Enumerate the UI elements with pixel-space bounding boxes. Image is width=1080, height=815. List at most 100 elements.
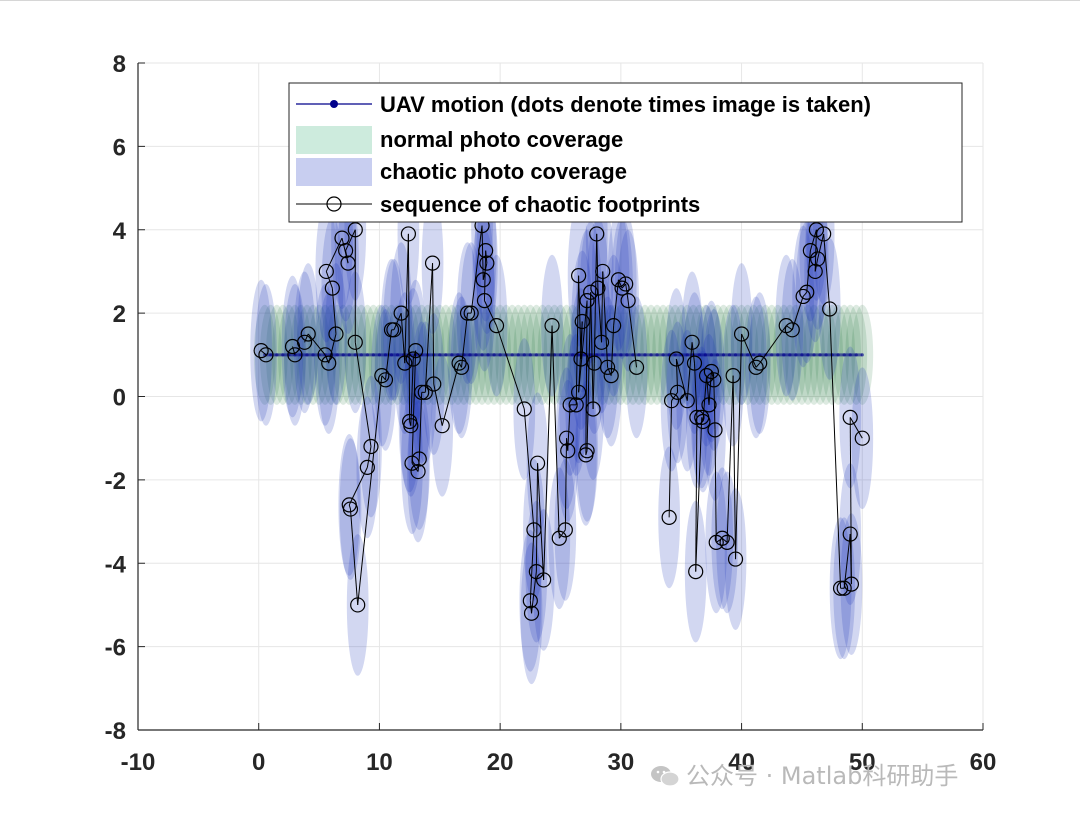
- footprint-marker: [590, 280, 606, 296]
- footprint-path-segment: [411, 462, 419, 472]
- footprint-marker: [374, 368, 390, 384]
- uav-image-dot: [558, 353, 563, 357]
- uav-image-dot: [564, 353, 569, 357]
- footprint-path-segment: [535, 463, 539, 572]
- footprint-marker: [842, 409, 858, 425]
- footprint-marker: [585, 401, 601, 417]
- uav-image-dot: [335, 353, 339, 357]
- footprint-path-segment: [366, 446, 372, 468]
- x-tick-label: 60: [970, 749, 997, 776]
- footprint-path-segment: [537, 463, 545, 580]
- footprint-marker: [727, 551, 744, 567]
- y-tick-labels: 8 6 4 2 0 -2 -4 -6 -8: [105, 51, 127, 745]
- uav-image-dot: [848, 353, 852, 357]
- footprint-path-segment: [843, 534, 851, 589]
- uav-image-dot: [311, 353, 315, 357]
- footprint-path-segment: [384, 329, 392, 380]
- footprint-marker: [719, 534, 735, 551]
- footprint-path-segment: [755, 362, 761, 368]
- uav-image-dot: [341, 353, 345, 357]
- x-tick-label: 20: [487, 749, 514, 776]
- footprint-marker: [551, 530, 567, 546]
- footprint-path-segment: [785, 325, 793, 331]
- y-tick-label: -2: [105, 468, 126, 495]
- footprint-marker: [628, 359, 645, 375]
- uav-image-dot: [480, 353, 484, 357]
- footprint-path-segment: [585, 450, 588, 456]
- footprint-path-segment: [441, 363, 460, 426]
- footprint-path-segment: [791, 296, 804, 330]
- footprint-path-segment: [432, 263, 435, 384]
- footprint-path-segment: [610, 325, 615, 376]
- uav-image-dot: [643, 353, 647, 357]
- legend-chaotic-swatch: [296, 158, 372, 186]
- footprint-path-segment: [551, 325, 560, 539]
- footprint-marker: [300, 326, 316, 342]
- footprint-marker: [523, 605, 540, 621]
- footprint-path-segment: [849, 417, 852, 585]
- uav-image-dot: [510, 353, 514, 357]
- footprint-marker: [347, 222, 363, 238]
- y-tick-label: -8: [105, 718, 126, 745]
- footprint-path-segment: [823, 233, 831, 309]
- footprint-path-segment: [802, 291, 808, 297]
- footprint-marker: [410, 463, 426, 480]
- footprint-path-segment: [575, 275, 580, 405]
- uav-image-dot: [806, 353, 810, 357]
- uav-image-dot: [281, 353, 285, 357]
- footprint-path-segment: [523, 408, 535, 530]
- footprint-path-segment: [713, 379, 716, 430]
- footprint-marker: [663, 393, 680, 409]
- footprint-path-segment: [691, 342, 695, 364]
- legend-box: [288, 82, 963, 223]
- footprint-marker: [843, 576, 860, 592]
- y-tick-label: 2: [113, 301, 126, 328]
- footprint-marker: [424, 255, 441, 271]
- uav-image-dot: [697, 353, 701, 357]
- footprint-path-segment: [695, 417, 698, 572]
- footprint-path-segment: [714, 429, 717, 543]
- x-tick-label: 10: [366, 749, 393, 776]
- footprint-path-segment: [564, 438, 568, 530]
- footprint-path-segment: [695, 417, 703, 572]
- footprint-marker: [707, 422, 723, 438]
- footprint-marker: [397, 355, 413, 371]
- uav-image-dot: [601, 353, 605, 357]
- uav-image-dot: [625, 353, 629, 357]
- footprint-marker: [661, 509, 677, 525]
- uav-image-dot: [733, 353, 738, 357]
- footprint-marker: [571, 384, 587, 400]
- footprint-marker: [318, 263, 334, 280]
- footprint-marker: [816, 226, 832, 242]
- uav-image-dot: [305, 353, 309, 357]
- chaotic-coverage-ellipse: [851, 367, 874, 510]
- uav-image-dot: [570, 353, 575, 357]
- footprint-marker: [476, 293, 493, 309]
- footprint-marker: [434, 418, 450, 434]
- uav-image-dot: [269, 353, 273, 357]
- footprint-markers: [253, 217, 870, 621]
- uav-image-dot: [498, 353, 502, 357]
- footprint-marker: [386, 322, 402, 338]
- uav-image-dot: [703, 353, 707, 357]
- footprint-path-segment: [686, 342, 693, 401]
- footprint-path-segment: [592, 363, 595, 410]
- uav-image-dot: [770, 353, 774, 357]
- footprint-marker: [560, 443, 576, 459]
- uav-image-dot: [752, 353, 756, 357]
- uav-image-dot: [540, 353, 544, 357]
- footprint-marker: [258, 347, 274, 363]
- footprint-marker: [557, 522, 573, 538]
- footprint-marker: [579, 443, 595, 459]
- footprint-marker: [296, 334, 313, 350]
- footprint-path-segment: [735, 333, 743, 560]
- footprint-marker: [842, 526, 858, 542]
- legend-footprint-marker: [326, 196, 342, 212]
- footprint-path-segment: [260, 350, 267, 356]
- uav-image-dot: [715, 353, 720, 357]
- watermark-text: 公众号 · Matlab科研助手: [686, 762, 959, 790]
- uav-image-dot: [709, 353, 713, 357]
- x-tick-label: 30: [608, 749, 635, 776]
- footprint-path-segment: [590, 292, 594, 410]
- y-tick-label: 0: [113, 385, 126, 412]
